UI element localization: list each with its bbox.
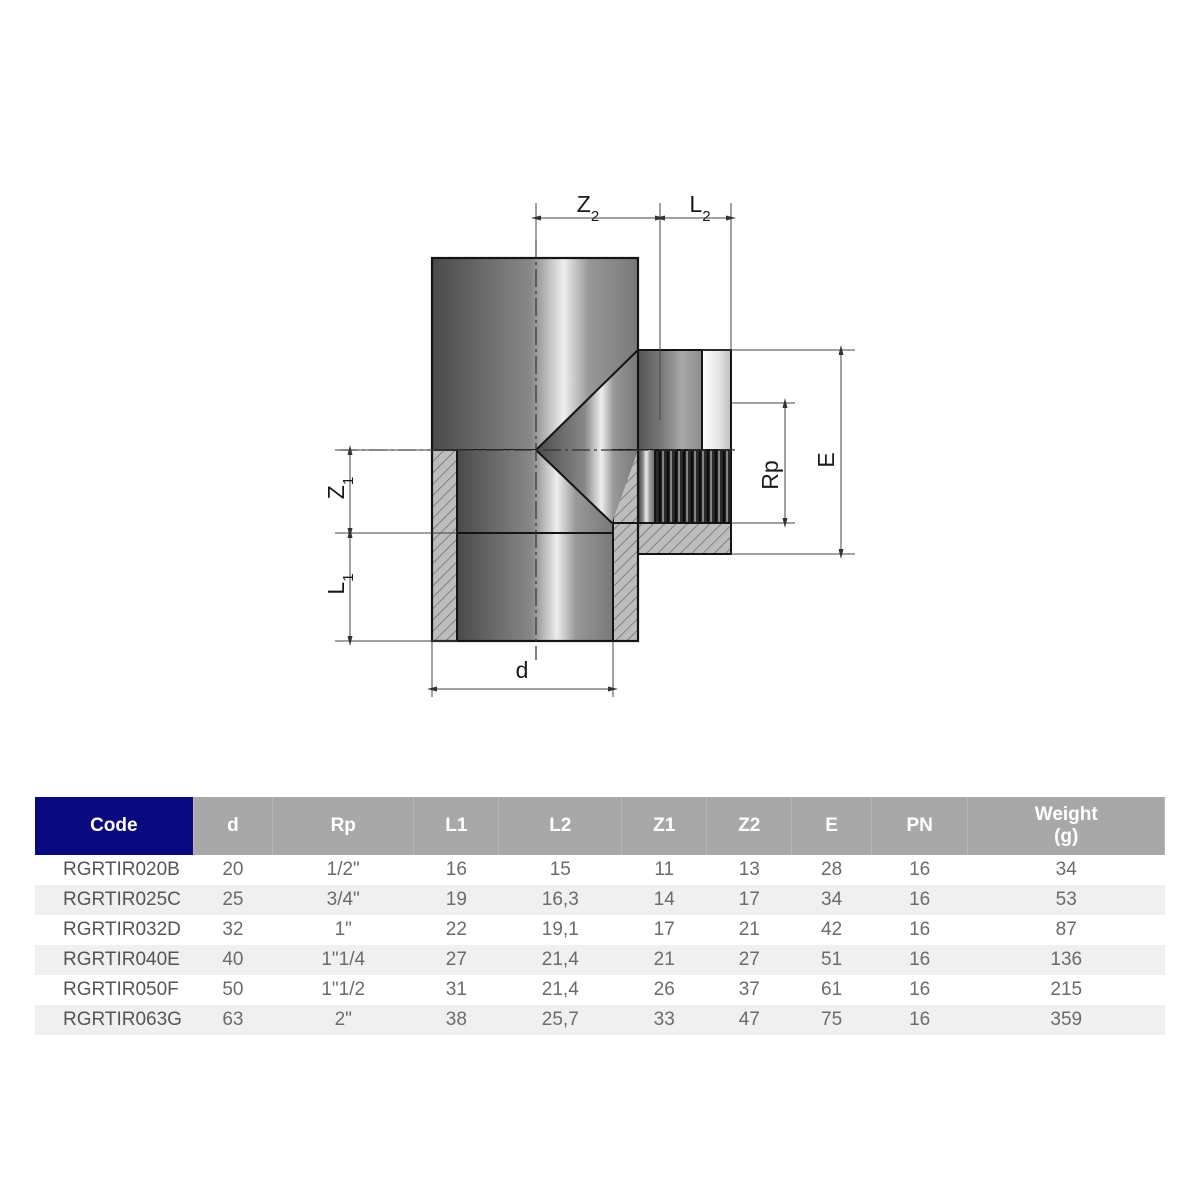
svg-text:E: E [813,452,839,467]
svg-text:L2: L2 [689,191,710,225]
svg-text:L1: L1 [323,573,357,594]
svg-text:Z1: Z1 [323,477,357,499]
svg-text:d: d [516,657,529,683]
svg-text:Rp: Rp [757,460,783,489]
svg-text:Z2: Z2 [577,191,599,225]
